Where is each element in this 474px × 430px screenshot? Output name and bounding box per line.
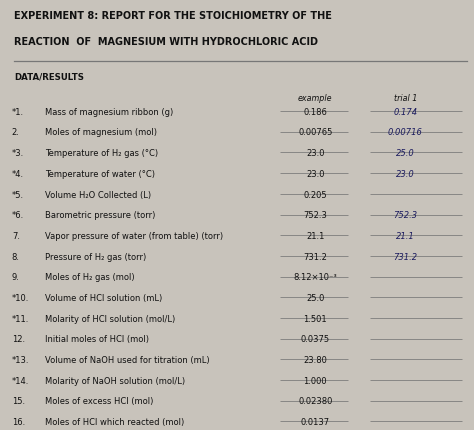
Text: Volume of HCl solution (mL): Volume of HCl solution (mL) bbox=[45, 293, 162, 302]
Text: *5.: *5. bbox=[12, 190, 24, 199]
Text: 731.2: 731.2 bbox=[303, 252, 327, 261]
Text: Volume of NaOH used for titration (mL): Volume of NaOH used for titration (mL) bbox=[45, 355, 210, 364]
Text: *3.: *3. bbox=[12, 149, 24, 158]
Text: EXPERIMENT 8: REPORT FOR THE STOICHIOMETRY OF THE: EXPERIMENT 8: REPORT FOR THE STOICHIOMET… bbox=[14, 11, 332, 21]
Text: Moles of H₂ gas (mol): Moles of H₂ gas (mol) bbox=[45, 273, 135, 282]
Text: 0.186: 0.186 bbox=[303, 108, 327, 117]
Text: trial 1: trial 1 bbox=[393, 94, 417, 103]
Text: *4.: *4. bbox=[12, 169, 24, 178]
Text: 23.80: 23.80 bbox=[303, 355, 327, 364]
Text: 0.00716: 0.00716 bbox=[388, 128, 423, 137]
Text: 0.0375: 0.0375 bbox=[301, 335, 330, 344]
Text: 7.: 7. bbox=[12, 231, 20, 240]
Text: example: example bbox=[298, 94, 332, 103]
Text: *10.: *10. bbox=[12, 293, 29, 302]
Text: 12.: 12. bbox=[12, 335, 25, 344]
Text: Temperature of water (°C): Temperature of water (°C) bbox=[45, 169, 155, 178]
Text: 752.3: 752.3 bbox=[303, 211, 327, 220]
Text: Moles of HCl which reacted (mol): Moles of HCl which reacted (mol) bbox=[45, 417, 184, 426]
Text: 23.0: 23.0 bbox=[306, 169, 325, 178]
Text: 25.0: 25.0 bbox=[396, 149, 415, 158]
Text: Temperature of H₂ gas (°C): Temperature of H₂ gas (°C) bbox=[45, 149, 158, 158]
Text: 0.205: 0.205 bbox=[303, 190, 327, 199]
Text: 15.: 15. bbox=[12, 396, 25, 405]
Text: 21.1: 21.1 bbox=[396, 231, 415, 240]
Text: *13.: *13. bbox=[12, 355, 29, 364]
Text: Molarity of HCl solution (mol/L): Molarity of HCl solution (mol/L) bbox=[45, 314, 175, 323]
Text: 25.0: 25.0 bbox=[306, 293, 324, 302]
Text: Moles of magnesium (mol): Moles of magnesium (mol) bbox=[45, 128, 157, 137]
Text: 0.02380: 0.02380 bbox=[298, 396, 332, 405]
Text: 21.1: 21.1 bbox=[306, 231, 324, 240]
Text: DATA/RESULTS: DATA/RESULTS bbox=[14, 72, 84, 81]
Text: *14.: *14. bbox=[12, 376, 29, 385]
Text: Molarity of NaOH solution (mol/L): Molarity of NaOH solution (mol/L) bbox=[45, 376, 185, 385]
Text: 8.: 8. bbox=[12, 252, 20, 261]
Text: 731.2: 731.2 bbox=[393, 252, 417, 261]
Text: 1.000: 1.000 bbox=[303, 376, 327, 385]
Text: Vapor pressure of water (from table) (torr): Vapor pressure of water (from table) (to… bbox=[45, 231, 223, 240]
Text: Volume H₂O Collected (L): Volume H₂O Collected (L) bbox=[45, 190, 151, 199]
Text: Initial moles of HCl (mol): Initial moles of HCl (mol) bbox=[45, 335, 149, 344]
Text: *11.: *11. bbox=[12, 314, 29, 323]
Text: 0.0137: 0.0137 bbox=[301, 417, 330, 426]
Text: 16.: 16. bbox=[12, 417, 25, 426]
Text: *1.: *1. bbox=[12, 108, 24, 117]
Text: Moles of excess HCl (mol): Moles of excess HCl (mol) bbox=[45, 396, 154, 405]
Text: 9.: 9. bbox=[12, 273, 20, 282]
Text: 0.174: 0.174 bbox=[393, 108, 417, 117]
Text: Mass of magnesium ribbon (g): Mass of magnesium ribbon (g) bbox=[45, 108, 173, 117]
Text: 8.12×10⁻³: 8.12×10⁻³ bbox=[293, 273, 337, 282]
Text: 23.0: 23.0 bbox=[396, 169, 415, 178]
Text: 0.00765: 0.00765 bbox=[298, 128, 332, 137]
Text: 752.3: 752.3 bbox=[393, 211, 417, 220]
Text: *6.: *6. bbox=[12, 211, 24, 220]
Text: 1.501: 1.501 bbox=[303, 314, 327, 323]
Text: 2.: 2. bbox=[12, 128, 20, 137]
Text: Pressure of H₂ gas (torr): Pressure of H₂ gas (torr) bbox=[45, 252, 146, 261]
Text: Barometric pressure (torr): Barometric pressure (torr) bbox=[45, 211, 155, 220]
Text: REACTION  OF  MAGNESIUM WITH HYDROCHLORIC ACID: REACTION OF MAGNESIUM WITH HYDROCHLORIC … bbox=[14, 37, 318, 47]
Text: 23.0: 23.0 bbox=[306, 149, 325, 158]
